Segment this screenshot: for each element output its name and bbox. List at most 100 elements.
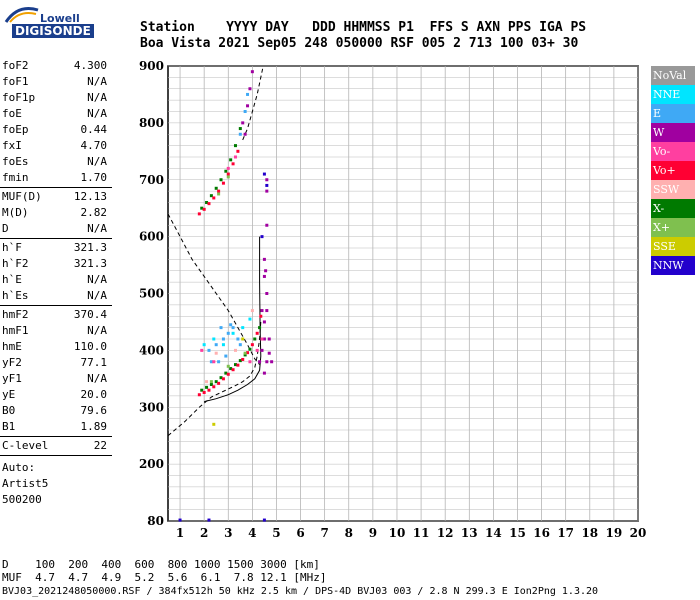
- param-value: 1.89: [80, 420, 108, 433]
- data-point: [219, 178, 223, 182]
- legend: NoVal NNE E W Vo- Vo+ SSW X- X+ SSE NNW: [651, 66, 695, 275]
- param-row: foF1p N/A: [0, 90, 112, 106]
- param-value: N/A: [87, 107, 107, 120]
- data-point: [178, 518, 182, 522]
- x-tick-label: 13: [461, 526, 478, 540]
- muf-table: D 100 200 400 600 800 1000 1500 3000 [km…: [2, 558, 327, 584]
- param-row: h`E N/A: [0, 272, 112, 288]
- data-point: [258, 326, 262, 330]
- ionogram-chart: 1 2 3 4 5 6 7 8 9 10 11 12 13 14 15 16 17 18 19 20802003004…: [139, 59, 647, 540]
- data-point: [262, 337, 266, 341]
- auto-scaling-info: Auto: Artist5 500200: [0, 460, 112, 508]
- data-point: [246, 104, 250, 108]
- data-point: [231, 331, 235, 335]
- data-point: [250, 343, 254, 347]
- y-tick-label: 500: [139, 287, 164, 301]
- param-name: fxI: [2, 139, 22, 152]
- data-point: [233, 155, 237, 159]
- muf-distance-row: D 100 200 400 600 800 1000 1500 3000 [km…: [2, 558, 320, 571]
- param-name: yF1: [2, 372, 22, 385]
- data-point: [221, 377, 225, 381]
- data-point: [231, 368, 235, 372]
- param-separator: [0, 436, 112, 437]
- data-point: [209, 383, 213, 386]
- x-tick-label: 3: [224, 526, 232, 540]
- data-point: [221, 343, 225, 347]
- param-row: hmF1 N/A: [0, 323, 112, 339]
- header-line-2: Boa Vista 2021 Sep05 248 050000 RSF 005 …: [140, 36, 579, 51]
- data-point: [243, 110, 247, 113]
- y-tick-label: 200: [139, 457, 164, 471]
- data-point: [238, 359, 242, 363]
- data-point: [248, 317, 252, 321]
- data-point: [241, 121, 245, 125]
- legend-item: NNW: [651, 256, 695, 275]
- legend-item: NNE: [651, 85, 695, 104]
- param-row: foF1 N/A: [0, 74, 112, 90]
- data-point: [202, 390, 206, 394]
- x-tick-label: 1: [176, 526, 184, 540]
- data-point: [205, 380, 209, 384]
- data-point: [202, 207, 206, 211]
- data-point: [238, 343, 242, 347]
- param-name: h`F: [2, 241, 22, 254]
- x-tick-label: 9: [369, 526, 377, 540]
- data-point: [209, 360, 213, 364]
- data-point: [214, 351, 218, 355]
- parameter-panel: foF2 4.300 foF1 N/A foF1p N/A foE N/A foEp 0.44 fx…: [0, 58, 112, 508]
- data-point: [243, 132, 247, 136]
- data-point: [221, 181, 225, 185]
- x-tick-label: 20: [630, 526, 647, 540]
- param-row: D N/A: [0, 221, 112, 237]
- data-point: [212, 360, 216, 364]
- param-name: C-level: [2, 439, 49, 452]
- data-point: [246, 351, 250, 355]
- param-name: B1: [2, 420, 16, 433]
- data-point: [262, 257, 266, 261]
- data-point: [224, 354, 228, 358]
- data-point: [262, 371, 266, 375]
- y-tick-label: 300: [139, 400, 164, 414]
- data-point: [265, 360, 269, 364]
- y-tick-label: 700: [139, 173, 164, 187]
- param-value: N/A: [87, 91, 107, 104]
- muf-value-row: MUF 4.7 4.7 4.9 5.2 5.6 6.1 7.8 12.1 [MH…: [2, 571, 327, 584]
- data-point: [197, 393, 201, 397]
- data-point: [219, 376, 223, 380]
- auto-line: Artist5: [2, 477, 49, 490]
- x-tick-label: 2: [200, 526, 208, 540]
- x-tick-label: 11: [413, 526, 430, 540]
- param-row: yE 20.0: [0, 387, 112, 403]
- param-separator: [0, 238, 112, 239]
- param-name: foF1p: [2, 91, 36, 104]
- param-row: fmin 1.70: [0, 170, 112, 186]
- param-name: foEp: [2, 123, 29, 136]
- param-name: yE: [2, 388, 16, 401]
- data-point: [217, 381, 221, 385]
- digisonde-logo-icon: [4, 7, 39, 23]
- data-point: [202, 343, 206, 347]
- param-row: fxI 4.70: [0, 138, 112, 154]
- param-name: foE: [2, 107, 22, 120]
- data-point: [224, 371, 228, 375]
- data-point: [248, 360, 252, 364]
- extrapolated-profile-lower: [167, 321, 262, 437]
- param-name: h`E: [2, 273, 22, 286]
- x-tick-label: 12: [437, 526, 454, 540]
- param-row: foEs N/A: [0, 154, 112, 170]
- param-row: h`Es N/A: [0, 288, 112, 304]
- param-row: h`F2 321.3: [0, 256, 112, 272]
- param-value: 79.6: [80, 404, 108, 417]
- data-point: [246, 92, 250, 96]
- data-point: [236, 337, 240, 341]
- param-row: M(D) 2.82: [0, 205, 112, 221]
- x-tick-label: 10: [389, 526, 406, 540]
- data-point: [262, 320, 266, 324]
- param-name: yF2: [2, 356, 22, 369]
- data-point: [226, 175, 230, 179]
- data-point: [226, 364, 230, 368]
- param-separator: [0, 305, 112, 306]
- data-point: [200, 388, 204, 392]
- data-point: [241, 357, 245, 361]
- param-name: MUF(D): [2, 190, 42, 203]
